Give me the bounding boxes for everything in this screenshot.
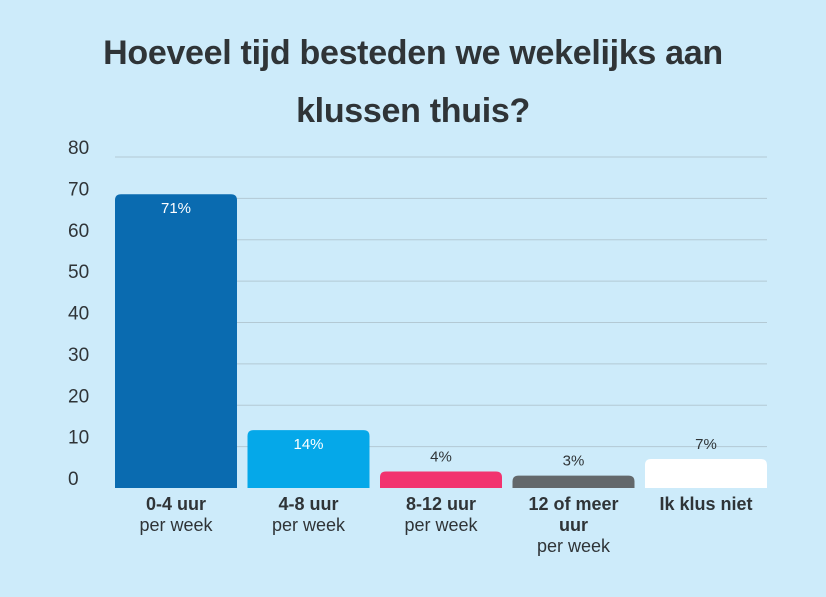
chart-title-line-2: klussen thuis? bbox=[296, 92, 530, 130]
x-tick-label: 12 of meer uur per week bbox=[519, 494, 629, 557]
x-tick-label: 4-8 uur per week bbox=[239, 494, 379, 536]
x-tick-label-main: 12 of meer uur bbox=[528, 494, 619, 535]
y-tick-label: 60 bbox=[68, 221, 89, 242]
y-tick-label: 0 bbox=[68, 469, 79, 490]
bar-value-label: 7% bbox=[695, 436, 717, 453]
y-tick-label: 70 bbox=[68, 179, 89, 200]
chart-title-line-1: Hoeveel tijd besteden we wekelijks aan bbox=[103, 34, 723, 72]
y-tick-label: 50 bbox=[68, 262, 89, 283]
x-tick-label-main: 4-8 uur bbox=[278, 494, 339, 514]
y-tick-label: 40 bbox=[68, 304, 89, 325]
bar-value-label: 14% bbox=[293, 436, 323, 453]
y-tick-label: 80 bbox=[68, 138, 89, 159]
x-tick-label-sub: per week bbox=[139, 515, 213, 535]
x-tick-label-sub: per week bbox=[404, 515, 478, 535]
x-tick-label-main: 0-4 uur bbox=[145, 494, 206, 514]
x-tick-label-main: Ik klus niet bbox=[659, 494, 753, 514]
y-tick-label: 10 bbox=[68, 428, 89, 449]
x-tick-label: 0-4 uur per week bbox=[106, 494, 246, 536]
bar bbox=[645, 459, 767, 488]
x-tick-label: Ik klus niet bbox=[636, 494, 776, 515]
x-tick-label-main: 8-12 uur bbox=[405, 494, 477, 514]
bar-value-label: 3% bbox=[563, 453, 585, 470]
y-tick-label: 30 bbox=[68, 345, 89, 366]
chart-title: Hoeveel tijd besteden we wekelijks aan k… bbox=[0, 24, 826, 140]
bar-value-label: 71% bbox=[161, 200, 191, 217]
y-tick-label: 20 bbox=[68, 386, 89, 407]
bar bbox=[247, 430, 370, 488]
x-tick-label-sub: per week bbox=[271, 515, 346, 535]
x-tick-label: 8-12 uur per week bbox=[371, 494, 511, 536]
bar-value-label: 4% bbox=[430, 448, 452, 465]
bar bbox=[115, 194, 237, 489]
x-tick-label-sub: per week bbox=[536, 536, 611, 556]
bar bbox=[512, 475, 635, 488]
bar bbox=[380, 471, 502, 488]
